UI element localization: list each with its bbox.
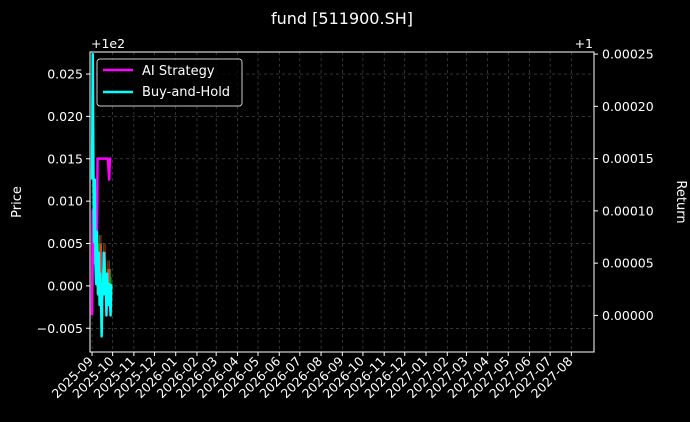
right-y-tick-label: 0.00000 [602,308,654,323]
legend-label-buy-and-hold: Buy-and-Hold [142,85,230,100]
left-y-tick-label: 0.005 [47,236,83,251]
right-y-tick-label: 0.00005 [602,256,654,271]
price-bar-body [108,268,111,286]
legend-label-ai-strategy: AI Strategy [142,64,215,79]
left-y-tick-label: 0.015 [47,151,83,166]
left-y-tick-label: 0.020 [47,109,83,124]
price-bar-body [99,243,102,286]
y-axis-label-right: Return [673,180,688,223]
left-y-tick-label: 0.025 [47,67,83,82]
chart-title: fund [511900.SH] [271,9,413,28]
right-y-tick-label: 0.00015 [602,151,654,166]
y-axis-label-left: Price [10,186,25,218]
right-y-tick-label: 0.00020 [602,99,654,114]
left-offset-label: +1e2 [91,36,125,51]
legend: AI Strategy Buy-and-Hold [96,58,243,107]
left-y-tick-label: 0.000 [47,278,83,293]
right-offset-label: +1 [575,36,593,51]
left-y-tick-label: −0.005 [37,321,83,336]
legend-box [96,58,243,107]
left-y-tick-label: 0.010 [47,194,83,209]
price-bar-body [109,277,112,286]
right-y-tick-label: 0.00010 [602,203,654,218]
series-line-buy-and-hold [90,52,113,338]
right-y-tick-label: 0.00025 [602,47,654,62]
series-lines [90,52,113,338]
